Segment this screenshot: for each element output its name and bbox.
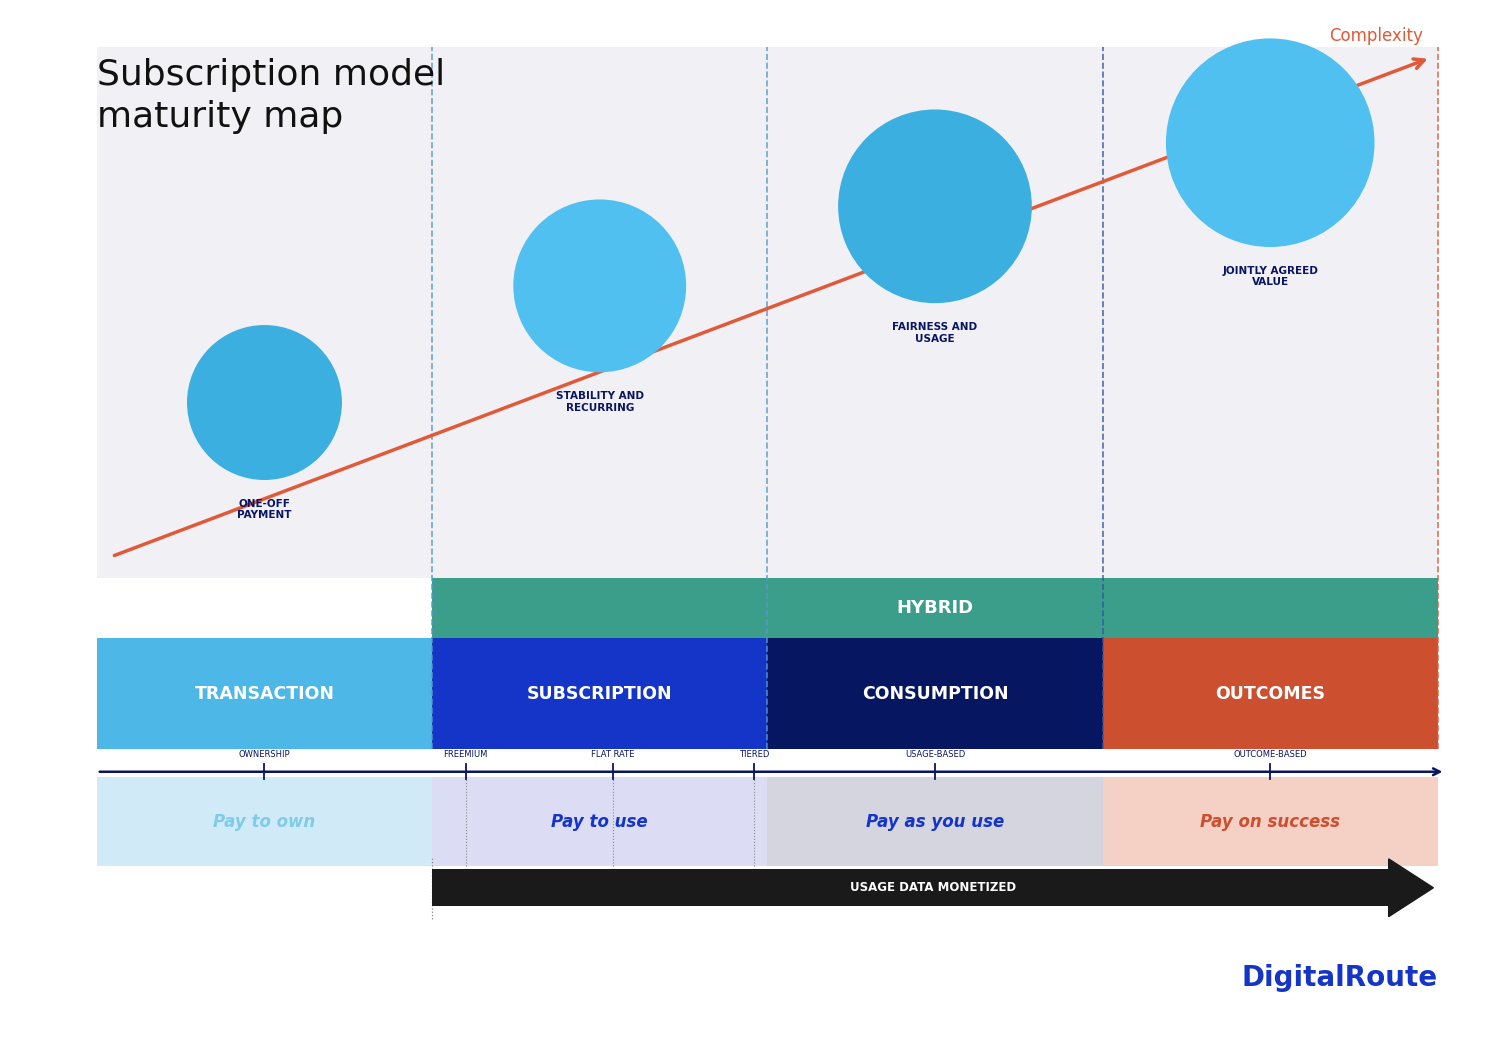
Text: FLAT RATE: FLAT RATE — [592, 750, 635, 759]
Text: Pay as you use: Pay as you use — [866, 813, 1004, 831]
Bar — [1103, 777, 1438, 866]
Text: STABILITY AND
RECURRING: STABILITY AND RECURRING — [556, 392, 644, 413]
Ellipse shape — [837, 109, 1031, 303]
Text: Pay to use: Pay to use — [551, 813, 648, 831]
Ellipse shape — [1165, 39, 1374, 247]
Ellipse shape — [513, 200, 685, 373]
Text: OUTCOMES: OUTCOMES — [1216, 685, 1325, 702]
Text: TRANSACTION: TRANSACTION — [195, 685, 334, 702]
Text: DigitalRoute: DigitalRoute — [1241, 964, 1438, 992]
Bar — [432, 777, 767, 866]
Bar — [767, 777, 1103, 866]
Text: Complexity: Complexity — [1329, 27, 1423, 45]
Bar — [767, 638, 1103, 749]
Text: SUBSCRIPTION: SUBSCRIPTION — [527, 685, 672, 702]
Text: JOINTLY AGREED
VALUE: JOINTLY AGREED VALUE — [1222, 266, 1319, 288]
Text: TIERED: TIERED — [739, 750, 769, 759]
Bar — [97, 777, 432, 866]
Bar — [97, 47, 1438, 578]
Text: CONSUMPTION: CONSUMPTION — [861, 685, 1009, 702]
Text: FREEMIUM: FREEMIUM — [444, 750, 487, 759]
Bar — [1103, 638, 1438, 749]
Polygon shape — [1389, 859, 1433, 917]
Text: HYBRID: HYBRID — [897, 598, 973, 617]
Text: OUTCOME-BASED: OUTCOME-BASED — [1234, 750, 1307, 759]
Bar — [432, 869, 1389, 906]
Ellipse shape — [186, 326, 341, 480]
Bar — [432, 638, 767, 749]
Text: OWNERSHIP: OWNERSHIP — [238, 750, 291, 759]
Text: USAGE DATA MONETIZED: USAGE DATA MONETIZED — [849, 881, 1016, 895]
Text: USAGE-BASED: USAGE-BASED — [904, 750, 966, 759]
Text: Pay to own: Pay to own — [213, 813, 316, 831]
Text: Pay on success: Pay on success — [1201, 813, 1340, 831]
Text: ONE-OFF
PAYMENT: ONE-OFF PAYMENT — [237, 499, 292, 521]
Bar — [97, 638, 432, 749]
Text: FAIRNESS AND
USAGE: FAIRNESS AND USAGE — [893, 322, 977, 343]
Bar — [432, 578, 1438, 638]
Text: Subscription model
maturity map: Subscription model maturity map — [97, 58, 446, 133]
